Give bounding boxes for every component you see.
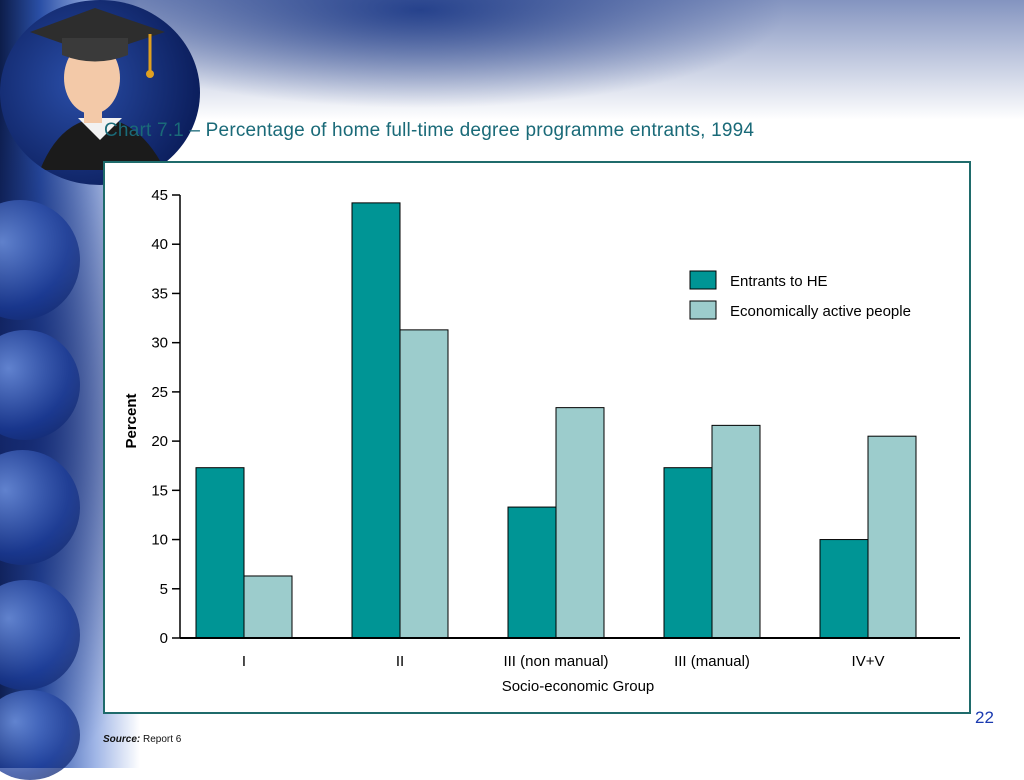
header-gradient xyxy=(100,0,1024,120)
legend-swatch-1 xyxy=(689,300,717,320)
y-axis-title: Percent xyxy=(123,393,140,448)
decorative-bubble xyxy=(0,690,80,780)
bar-entrants-4 xyxy=(819,539,869,639)
page-number: 22 xyxy=(975,708,994,727)
x-axis-tick-labels: I II III (non manual) III (manual) IV+V xyxy=(242,653,885,670)
y-axis-ticks: 0 5 10 15 20 25 30 35 40 45 xyxy=(151,187,180,647)
y-tick-label: 5 xyxy=(160,581,168,598)
graduate-icon xyxy=(30,8,165,170)
bar-entrants-3 xyxy=(663,467,713,639)
y-tick-label: 45 xyxy=(151,187,168,204)
legend-label-0: Entrants to HE xyxy=(730,273,828,290)
chart-title: Chart 7.1 – Percentage of home full-time… xyxy=(104,120,755,141)
y-tick-label: 40 xyxy=(151,236,168,253)
bar-active-0 xyxy=(243,575,293,639)
x-tick-label: IV+V xyxy=(852,653,885,670)
x-axis-title: Socio-economic Group xyxy=(502,678,655,695)
legend-label-1: Economically active people xyxy=(730,303,911,320)
graduate-logo xyxy=(0,0,200,185)
chart-legend: Entrants to HE Economically active people xyxy=(689,270,911,320)
bar-active-1 xyxy=(399,329,449,639)
chart-frame: 0 5 10 15 20 25 30 35 40 45 I II III (non manual) II… xyxy=(103,161,971,714)
source-note: Source: Report 6 xyxy=(103,734,181,745)
y-tick-label: 25 xyxy=(151,384,168,401)
y-tick-label: 0 xyxy=(160,630,168,647)
x-tick-label: I xyxy=(242,653,246,670)
source-label: Source: xyxy=(103,734,141,745)
legend-swatch-0 xyxy=(689,270,717,290)
bar-active-2 xyxy=(555,407,605,639)
y-tick-label: 10 xyxy=(151,532,168,549)
y-tick-label: 15 xyxy=(151,482,168,499)
bar-entrants-2 xyxy=(507,506,557,639)
bars-group xyxy=(195,202,917,639)
bar-active-3 xyxy=(711,424,761,639)
x-tick-label: III (non manual) xyxy=(503,653,608,670)
bar-entrants-1 xyxy=(351,202,401,639)
y-tick-label: 20 xyxy=(151,433,168,450)
y-tick-label: 30 xyxy=(151,335,168,352)
y-tick-label: 35 xyxy=(151,285,168,302)
source-text: Report 6 xyxy=(143,734,182,745)
x-tick-label: II xyxy=(396,653,404,670)
bar-active-4 xyxy=(867,435,917,639)
x-tick-label: III (manual) xyxy=(674,653,750,670)
bar-entrants-0 xyxy=(195,467,245,639)
